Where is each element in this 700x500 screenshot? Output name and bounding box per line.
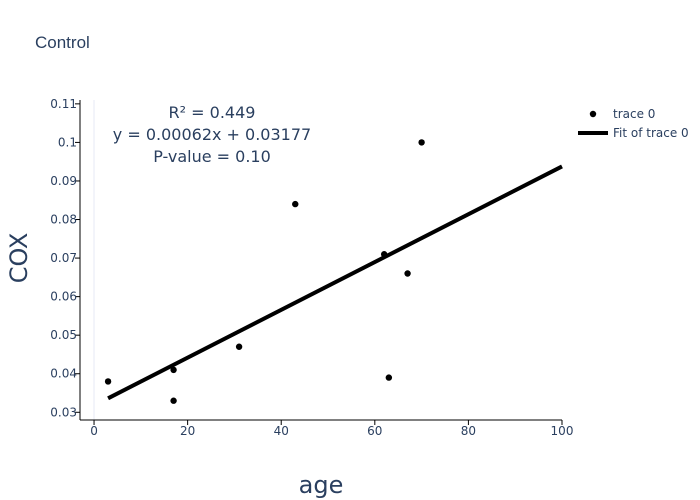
y-tick-label: 0.1 bbox=[58, 135, 77, 149]
y-tick-label: 0.09 bbox=[50, 174, 77, 188]
y-tick-label: 0.08 bbox=[50, 213, 77, 227]
x-axis-title: age bbox=[299, 471, 344, 499]
x-tick-label: 0 bbox=[90, 424, 98, 438]
data-point bbox=[235, 343, 243, 350]
y-axis-title: COX bbox=[5, 233, 33, 284]
data-point bbox=[380, 251, 388, 258]
annotation-3: P-value = 0.10 bbox=[153, 147, 271, 166]
legend-label-trace-0: trace 0 bbox=[613, 107, 655, 121]
data-point bbox=[104, 378, 112, 385]
data-point bbox=[385, 374, 393, 381]
annotation-1: R² = 0.449 bbox=[169, 103, 256, 122]
data-point bbox=[170, 397, 177, 404]
y-tick-label: 0.05 bbox=[50, 328, 77, 342]
annotation-2: y = 0.00062x + 0.03177 bbox=[113, 125, 311, 144]
x-tick-label: 80 bbox=[461, 424, 476, 438]
legend-label-fit: Fit of trace 0 bbox=[613, 126, 689, 140]
legend-marker-trace-0 bbox=[589, 110, 597, 118]
data-point bbox=[170, 366, 177, 374]
x-tick-label: 60 bbox=[367, 424, 382, 438]
chart-title: Control bbox=[35, 33, 90, 52]
data-point bbox=[292, 200, 299, 208]
x-tick-label: 20 bbox=[180, 424, 195, 438]
y-tick-label: 0.06 bbox=[50, 290, 77, 304]
data-point bbox=[418, 139, 425, 146]
data-point bbox=[404, 270, 411, 277]
y-tick-label: 0.03 bbox=[50, 405, 77, 419]
y-tick-label: 0.07 bbox=[50, 251, 77, 265]
y-tick-label: 0.11 bbox=[50, 97, 77, 111]
x-tick-label: 40 bbox=[274, 424, 289, 438]
fit-line bbox=[107, 164, 563, 401]
y-tick-label: 0.04 bbox=[50, 367, 77, 381]
x-tick-label: 100 bbox=[551, 424, 574, 438]
